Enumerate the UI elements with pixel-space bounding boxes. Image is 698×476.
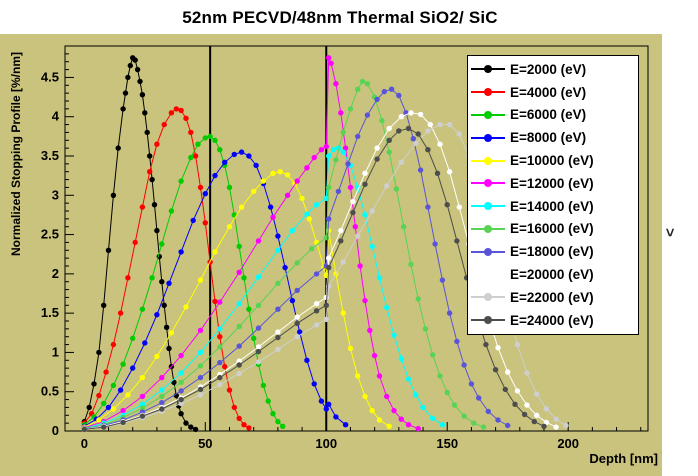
legend-item: E=10000 (eV) [468, 149, 638, 172]
y-tick-label: 3.5 [41, 148, 59, 163]
y-axis-title: Normalized Stopping Profile [%/nm] [9, 52, 23, 257]
legend-label: E=10000 (eV) [510, 153, 594, 169]
legend-item: E=14000 (eV) [468, 195, 638, 218]
series-24000 [81, 125, 547, 433]
legend-item: E=4000 (eV) [468, 81, 638, 104]
legend-item: E=18000 (eV) [468, 240, 638, 263]
chevron-down-icon[interactable]: < [661, 228, 679, 237]
legend-marker-icon [471, 109, 505, 121]
legend-label: E=12000 (eV) [510, 175, 594, 191]
legend-label: E=20000 (eV) [510, 267, 594, 283]
legend-marker-icon [471, 155, 505, 167]
x-tick-label: 200 [557, 436, 579, 451]
legend-label: E=24000 (eV) [510, 312, 594, 328]
legend-marker-icon [471, 132, 505, 144]
legend-item: E=2000 (eV) [468, 58, 638, 81]
legend-marker-icon [471, 86, 505, 98]
y-tick-label: 1 [52, 344, 59, 359]
legend-marker-icon [471, 291, 505, 303]
y-tick-label: 2 [52, 266, 59, 281]
y-axis-ticks: 0 0.5 1 1.5 2 2.5 3 3.5 4 4.5 [41, 53, 74, 438]
legend-label: E=2000 (eV) [510, 61, 587, 77]
x-tick-label: 0 [81, 436, 88, 451]
legend-marker-icon [471, 63, 505, 75]
series-2000 [81, 55, 199, 433]
chart-title: 52nm PECVD/48nm Thermal SiO2/ SiC [182, 8, 498, 27]
legend-label: E=8000 (eV) [510, 130, 587, 146]
legend-item: E=6000 (eV) [468, 104, 638, 127]
legend-label: E=6000 (eV) [510, 107, 587, 123]
legend-marker-icon [471, 223, 505, 235]
x-tick-label: 100 [315, 436, 337, 451]
legend-item: E=24000 (eV) [468, 309, 638, 332]
legend-label: E=4000 (eV) [510, 84, 587, 100]
legend-marker-icon [471, 200, 505, 212]
series-18000 [81, 86, 511, 433]
legend-label: E=16000 (eV) [510, 221, 594, 237]
y-tick-label: 4 [52, 109, 60, 124]
series-14000 [81, 145, 446, 432]
series-16000 [81, 78, 487, 432]
y-tick-label: 0 [52, 423, 59, 438]
x-axis-title: Depth [nm] [589, 451, 658, 466]
legend-label: E=18000 (eV) [510, 244, 594, 260]
legend-label: E=14000 (eV) [510, 198, 594, 214]
legend-item: E=22000 (eV) [468, 286, 638, 309]
legend-marker-icon [471, 246, 505, 258]
plot-frame [64, 45, 649, 432]
x-tick-label: 50 [198, 436, 212, 451]
y-tick-label: 2.5 [41, 227, 59, 242]
legend-marker-icon [471, 269, 505, 281]
y-tick-label: 1.5 [41, 305, 59, 320]
legend-item: E=16000 (eV) [468, 218, 638, 241]
legend-marker-icon [471, 314, 505, 326]
legend-item: E=12000 (eV) [468, 172, 638, 195]
y-tick-label: 4.5 [41, 69, 59, 84]
y-tick-label: 0.5 [41, 384, 59, 399]
legend: E=2000 (eV) E=4000 (eV) E=6000 (eV) E=8000 … [467, 55, 639, 335]
legend-item: E=8000 (eV) [468, 126, 638, 149]
y-tick-label: 3 [52, 187, 59, 202]
x-tick-label: 150 [436, 436, 458, 451]
legend-item: E=20000 (eV) [468, 263, 638, 286]
legend-marker-icon [471, 177, 505, 189]
legend-label: E=22000 (eV) [510, 289, 594, 305]
